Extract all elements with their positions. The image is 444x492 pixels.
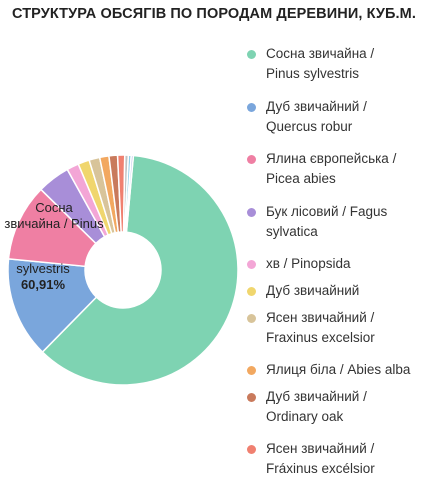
pie-label-percent: 60,91% [21, 277, 66, 292]
pie-label-line1: Сосна [35, 200, 73, 215]
legend-item[interactable]: Дуб звичайний / Ordinary oak [247, 387, 442, 440]
legend-label: Дуб звичайний [266, 282, 360, 298]
legend-item[interactable]: Ялина європейська / Picea abies [247, 149, 442, 202]
legend-swatch [247, 445, 256, 455]
pie-label-line3: sylvestris [16, 261, 70, 276]
legend-label: хв / Pinopsida [266, 256, 351, 272]
pie-slices [7, 154, 239, 386]
pie-slice [41, 154, 239, 386]
pie-inner-label: Сосна звичайна / Pinus sylvestris 60,91% [4, 200, 104, 292]
legend-item[interactable]: Ясен звичайний / Fráxinus excélsior [247, 439, 442, 492]
legend-item[interactable]: Дуб звичайний [247, 281, 442, 308]
legend-label: Ялина європейська / Picea abies [266, 151, 397, 187]
chart-legend: Сосна звичайна / Pinus sylvestris Дуб звич… [247, 44, 442, 492]
legend-swatch [247, 260, 256, 270]
legend-item[interactable]: Ясен звичайний / Fraxinus excelsior [247, 308, 442, 361]
legend-label: Ялиця біла / Abies alba [266, 362, 411, 378]
legend-label: Бук лісовий / Fagus sylvatica [266, 203, 388, 239]
legend-item[interactable]: хв / Pinopsida [247, 254, 442, 281]
legend-label: Дуб звичайний / Quercus robur [266, 98, 367, 134]
legend-swatch [247, 207, 256, 217]
legend-label: Ясен звичайний / Fraxinus excelsior [266, 309, 375, 345]
pie-label-line2: звичайна / Pinus [4, 216, 104, 231]
chart-title: СТРУКТУРА ОБСЯГІВ ПО ПОРОДАМ ДЕРЕВИНИ, К… [12, 6, 416, 22]
legend-item[interactable]: Ялиця біла / Abies alba [247, 360, 442, 387]
legend-swatch [247, 313, 256, 323]
pie-slice [7, 258, 98, 354]
legend-swatch [247, 102, 256, 112]
legend-swatch [247, 50, 256, 59]
pie-chart: Сосна звичайна / Pinus sylvestris 60,91% [4, 154, 239, 386]
legend-swatch [247, 366, 256, 376]
legend-swatch [247, 155, 256, 165]
legend-label: Дуб звичайний / Ordinary oak [266, 388, 367, 424]
legend-item[interactable]: Дуб звичайний / Quercus robur [247, 97, 442, 150]
legend-swatch [247, 392, 256, 402]
legend-item[interactable]: Бук лісовий / Fagus sylvatica [247, 202, 442, 255]
legend-item[interactable]: Сосна звичайна / Pinus sylvestris [247, 44, 442, 97]
pie-slice [124, 154, 135, 233]
legend-label: Ясен звичайний / Fráxinus excélsior [266, 441, 375, 477]
legend-swatch [247, 286, 256, 296]
legend-label: Сосна звичайна / Pinus sylvestris [266, 46, 375, 81]
